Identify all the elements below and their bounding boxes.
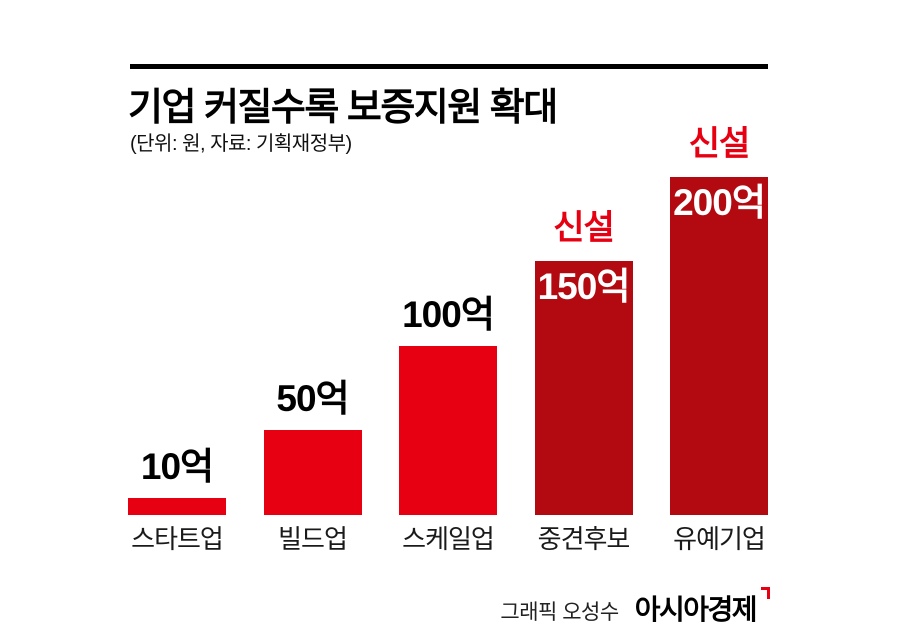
value-label: 100억	[402, 294, 495, 336]
category-label: 유예기업	[673, 524, 766, 555]
bar: 200억	[670, 177, 768, 516]
footer: 그래픽 오성수 아시아경제	[500, 587, 770, 628]
top-rule	[130, 64, 768, 69]
chart-title: 기업 커질수록 보증지원 확대	[128, 87, 558, 129]
new-badge-label: 신설	[553, 208, 615, 247]
brand-mark-icon	[761, 587, 770, 599]
bar	[263, 430, 362, 516]
brand-logo: 아시아경제	[634, 587, 770, 628]
new-badge-label: 신설	[688, 124, 751, 163]
chart-subtitle: (단위: 원, 자료: 기획재정부)	[130, 133, 352, 155]
value-label: 150억	[537, 266, 631, 308]
bar: 150억	[534, 261, 633, 516]
graphic-credit: 그래픽 오성수	[500, 601, 619, 624]
bar	[399, 346, 497, 516]
value-label: 200억	[673, 182, 766, 224]
category-label: 스타트업	[131, 524, 224, 555]
value-label: 50억	[276, 378, 349, 420]
category-label: 스케일업	[402, 524, 495, 555]
bar	[128, 498, 226, 516]
value-label: 10억	[140, 446, 214, 488]
category-label: 중견후보	[537, 524, 631, 555]
brand-name: 아시아경제	[634, 594, 758, 625]
category-label: 빌드업	[278, 524, 348, 555]
